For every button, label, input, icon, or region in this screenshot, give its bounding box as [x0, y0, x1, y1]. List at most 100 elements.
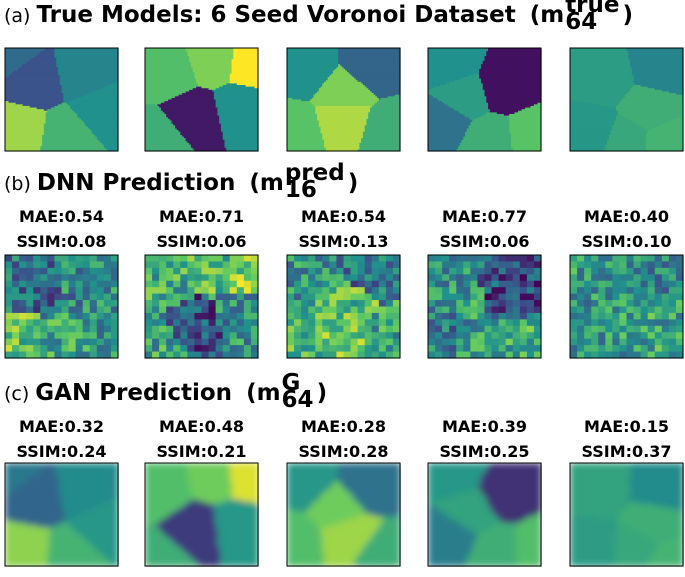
pixel-run: [287, 293, 295, 301]
pixel-run: [477, 332, 486, 340]
pixel-run: [54, 52, 119, 56]
pixel-run: [428, 144, 461, 147]
pixel-run: [661, 123, 684, 126]
pixel-run: [675, 338, 684, 346]
pixel-run: [428, 525, 464, 528]
pixel-run: [17, 68, 59, 72]
pixel-run: [385, 332, 394, 340]
pixel-run: [654, 88, 684, 91]
pixel-run: [470, 529, 486, 533]
pixel-run: [324, 146, 360, 149]
pixel-run: [668, 261, 677, 269]
pixel-run: [512, 325, 521, 333]
pixel-run: [367, 512, 401, 516]
pixel-run: [519, 293, 535, 301]
pixel-run: [5, 495, 8, 498]
pixel-run: [628, 482, 684, 486]
pixel-run: [428, 484, 479, 488]
pixel-run: [570, 115, 617, 118]
pixel-run: [159, 261, 167, 269]
pixel-run: [338, 480, 401, 483]
pixel-run: [488, 107, 526, 110]
pixel-run: [12, 332, 20, 340]
pixel-run: [570, 109, 617, 112]
pixel-run: [43, 49, 56, 52]
pixel-run: [628, 56, 684, 59]
pixel-run: [145, 482, 191, 486]
pixel-run: [428, 473, 483, 477]
pixel-run: [514, 112, 542, 115]
pixel-run: [577, 287, 585, 295]
pixel-run: [233, 54, 259, 57]
pixel-run: [640, 261, 649, 269]
pixel-run: [477, 484, 542, 488]
pixel-run: [640, 287, 649, 295]
pixel-run: [437, 508, 493, 511]
dnn-prediction-image: [5, 255, 119, 359]
pixel-run: [385, 267, 394, 275]
pixel-run: [315, 274, 323, 282]
pixel-run: [159, 338, 167, 346]
pixel-run: [145, 120, 173, 123]
pixel-run: [533, 514, 542, 518]
pixel-run: [577, 300, 585, 308]
pixel-run: [287, 563, 326, 567]
pixel-run: [668, 319, 677, 327]
pixel-run: [392, 319, 401, 327]
pixel-run: [66, 102, 119, 105]
pixel-run: [362, 131, 401, 134]
pixel-run: [87, 93, 119, 96]
pixel-run: [315, 105, 373, 109]
pixel-run: [194, 293, 203, 301]
pixel-run: [612, 300, 621, 308]
pixel-run: [5, 118, 47, 122]
pixel-run: [229, 478, 259, 481]
pixel-run: [463, 338, 471, 346]
pixel-run: [533, 293, 542, 301]
pixel-run: [598, 351, 606, 359]
pixel-run: [308, 312, 316, 320]
pixel-run: [449, 351, 457, 359]
pixel-run: [605, 261, 613, 269]
pixel-run: [428, 561, 467, 565]
pixel-run: [26, 280, 41, 288]
pixel-run: [488, 105, 532, 109]
pixel-run: [668, 91, 684, 94]
pixel-run: [482, 490, 542, 494]
pixel-run: [633, 78, 684, 81]
pixel-run: [615, 109, 684, 112]
pixel-run: [219, 122, 259, 125]
pixel-run: [215, 525, 259, 528]
pixel-run: [215, 338, 224, 346]
pixel-run: [442, 287, 450, 295]
pixel-run: [371, 306, 387, 314]
pixel-run: [607, 141, 647, 144]
pixel-run: [287, 136, 323, 139]
pixel-run: [336, 255, 345, 263]
pixel-run: [47, 255, 56, 263]
pixel-run: [614, 550, 656, 554]
pixel-run: [617, 518, 621, 522]
pixel-run: [5, 99, 64, 102]
pixel-run: [350, 306, 359, 314]
pixel-run: [82, 338, 91, 346]
pixel-run: [166, 287, 174, 295]
pixel-run: [201, 255, 210, 263]
pixel-run: [375, 94, 396, 97]
pixel-run: [145, 96, 176, 99]
pixel-run: [570, 80, 635, 83]
pixel-run: [243, 319, 252, 327]
pixel-run: [222, 345, 231, 353]
pixel-run: [63, 96, 82, 99]
pixel-run: [159, 319, 167, 327]
pixel-run: [49, 529, 77, 533]
pixel-run: [570, 510, 623, 513]
pixel-run: [449, 338, 457, 346]
pixel-run: [509, 126, 542, 130]
pixel-run: [440, 85, 484, 88]
pixel-run: [159, 345, 167, 353]
pixel-run: [491, 319, 500, 327]
pixel-run: [319, 497, 354, 501]
pixel-run: [180, 255, 188, 263]
math-base: m: [540, 2, 564, 28]
